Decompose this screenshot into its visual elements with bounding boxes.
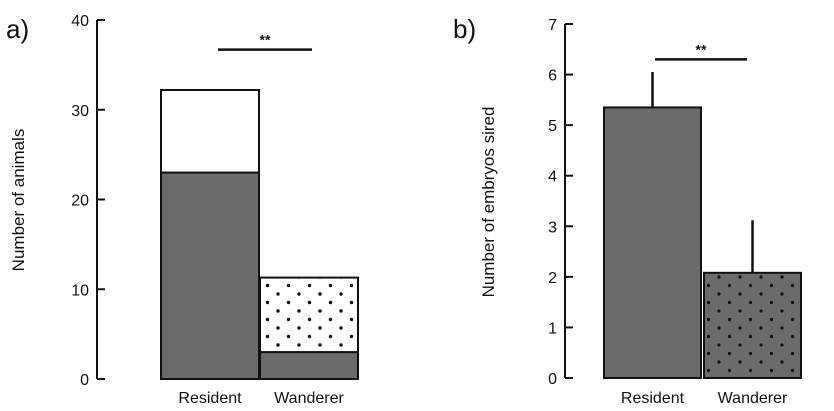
y-tick-label: 5 [548,118,557,135]
panel-a-x-ticks: Resident Wanderer [178,390,344,407]
y-tick-label: 10 [71,282,89,299]
panel-a-ylabel: Number of animals [9,129,28,272]
panel-a-bars [160,89,359,381]
panel-b-bars [603,72,802,379]
panel-a-y-axis: 0 10 20 30 40 [71,13,105,389]
y-tick-label: 20 [71,193,89,210]
significance-marker: ** [260,32,271,48]
panel-a: a) Number of animals 0 10 20 30 40 ** Reside… [6,13,359,407]
panel-b-y-axis: 0 1 2 3 4 5 6 7 [548,17,573,388]
y-tick-label: 0 [548,371,557,388]
panel-a-significance: ** [218,32,312,51]
y-tick-label: 40 [71,13,89,30]
bar-resident [603,106,702,379]
y-tick-label: 4 [548,169,557,186]
y-tick-label: 3 [548,219,557,236]
bar-wanderer-segment-1 [259,351,359,381]
y-tick-label: 2 [548,270,557,287]
bar-resident-segment-1 [160,171,260,380]
bar-wanderer-segment-2 [259,276,359,354]
bar-wanderer [703,271,802,379]
y-tick-label: 1 [548,320,557,337]
panel-b-x-ticks: Resident Wanderer [621,390,788,407]
panel-b: b) Number of embryos sired 0 1 2 3 4 5 6 7 ** R… [453,14,802,407]
x-tick-label-wanderer: Wanderer [274,390,344,407]
x-tick-label-wanderer: Wanderer [718,390,788,407]
bar-resident-segment-2 [160,89,260,174]
panel-a-label: a) [6,14,29,44]
panel-b-label: b) [453,14,476,44]
y-tick-label: 30 [71,103,89,120]
panel-b-ylabel: Number of embryos sired [479,107,498,298]
panel-b-significance: ** [655,41,747,61]
x-tick-label-resident: Resident [621,390,685,407]
y-tick-label: 7 [548,17,557,34]
x-tick-label-resident: Resident [178,390,242,407]
y-tick-label: 0 [80,372,89,389]
significance-marker: ** [696,41,707,57]
y-tick-label: 6 [548,68,557,85]
